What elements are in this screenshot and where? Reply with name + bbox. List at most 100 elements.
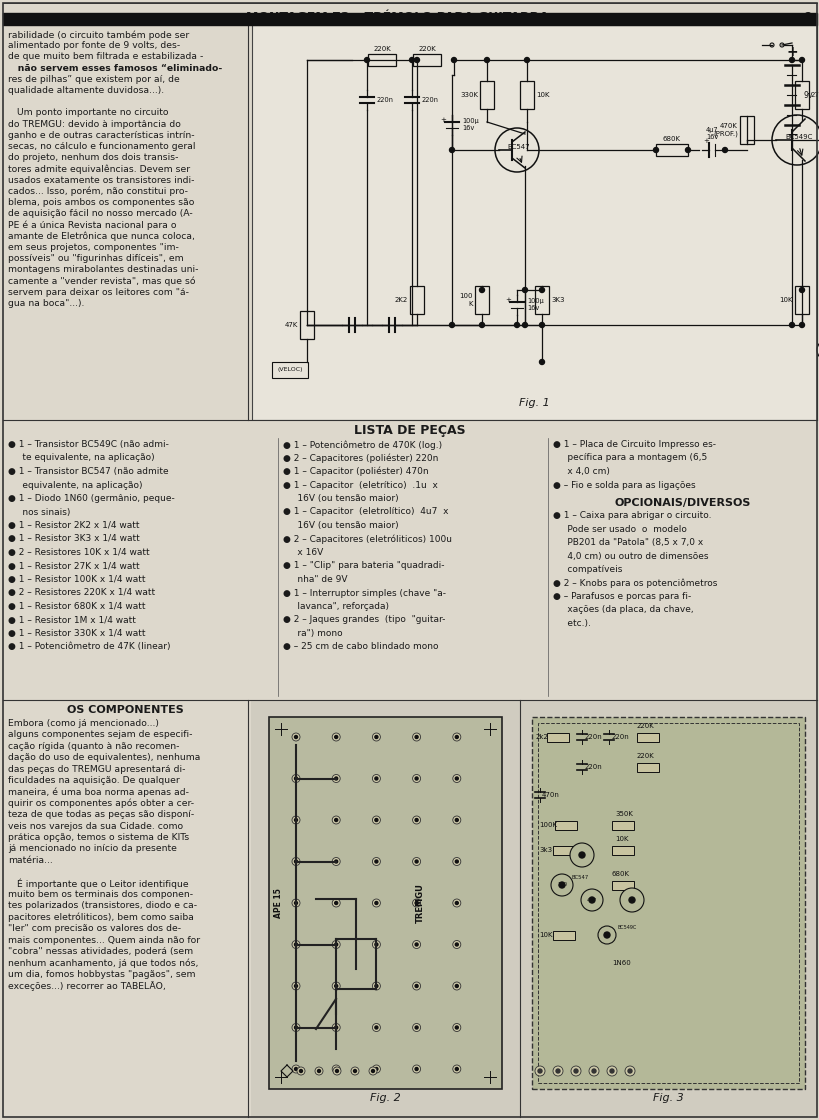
Circle shape (414, 1026, 418, 1029)
Text: ● 1 – Potenciômetro de 470K (log.): ● 1 – Potenciômetro de 470K (log.) (283, 440, 441, 449)
Circle shape (452, 816, 460, 824)
Circle shape (452, 899, 460, 907)
Text: maneira, é uma boa norma apenas ad-: maneira, é uma boa norma apenas ad- (8, 787, 188, 797)
Circle shape (372, 775, 380, 783)
Text: 1u: 1u (603, 933, 609, 937)
Circle shape (552, 1066, 563, 1076)
Circle shape (455, 736, 458, 738)
Bar (534, 286, 549, 314)
Text: usados exatamente os transistores indi-: usados exatamente os transistores indi- (8, 176, 194, 185)
Circle shape (412, 858, 420, 866)
Text: pacitores eletróliticos), bem como saiba: pacitores eletróliticos), bem como saiba (8, 913, 193, 922)
Text: do projeto, nenhum dos dois transis-: do projeto, nenhum dos dois transis- (8, 153, 179, 162)
Circle shape (414, 984, 418, 988)
Circle shape (779, 43, 783, 47)
Circle shape (591, 1068, 595, 1073)
Text: x 4,0 cm): x 4,0 cm) (552, 467, 609, 476)
Text: 16V (ou tensão maior): 16V (ou tensão maior) (283, 494, 398, 503)
Circle shape (452, 982, 460, 990)
Text: secas, no cálculo e funcionamento geral: secas, no cálculo e funcionamento geral (8, 142, 195, 151)
Circle shape (372, 858, 380, 866)
Text: das peças do TREMGU apresentará di-: das peças do TREMGU apresentará di- (8, 765, 185, 774)
Text: (VELOC): (VELOC) (277, 367, 302, 373)
Text: +: + (505, 297, 510, 304)
Circle shape (414, 943, 418, 946)
Circle shape (334, 984, 337, 988)
Bar (611, 880, 633, 889)
Text: matéria...: matéria... (8, 856, 52, 865)
Text: OPCIONAIS/DIVERSOS: OPCIONAIS/DIVERSOS (614, 498, 750, 508)
Circle shape (371, 1070, 374, 1073)
Text: BC547: BC547 (571, 875, 588, 880)
Circle shape (539, 360, 544, 364)
Text: ● 1 – Transistor BC547 (não admite: ● 1 – Transistor BC547 (não admite (8, 467, 169, 476)
Text: 470K
(PROF.): 470K (PROF.) (713, 123, 737, 137)
Text: ● – Parafusos e porcas para fi-: ● – Parafusos e porcas para fi- (552, 592, 690, 601)
Bar (272, 362, 308, 379)
Circle shape (294, 860, 297, 864)
Text: 220K: 220K (636, 724, 654, 729)
Circle shape (449, 323, 454, 327)
Circle shape (609, 1068, 613, 1073)
Circle shape (414, 736, 418, 738)
Circle shape (294, 1067, 297, 1071)
Bar (251, 25, 816, 420)
Circle shape (332, 982, 340, 990)
Text: ● 1 – Resistor 3K3 x 1/4 watt: ● 1 – Resistor 3K3 x 1/4 watt (8, 534, 139, 543)
Text: ● 1 – Resistor 27K x 1/4 watt: ● 1 – Resistor 27K x 1/4 watt (8, 561, 139, 570)
Text: do TREMGU: devido à importância do: do TREMGU: devido à importância do (8, 120, 181, 129)
Text: ● 2 – Jaques grandes  (tipo  "guitar-: ● 2 – Jaques grandes (tipo "guitar- (283, 616, 445, 625)
Text: ● 1 – "Clip" para bateria "quadradi-: ● 1 – "Clip" para bateria "quadradi- (283, 561, 444, 570)
Bar (410, 286, 423, 314)
Circle shape (374, 860, 378, 864)
Circle shape (455, 943, 458, 946)
Circle shape (452, 1065, 460, 1073)
Text: 9: 9 (803, 11, 811, 24)
Circle shape (334, 860, 337, 864)
Text: xações (da placa, da chave,: xações (da placa, da chave, (552, 606, 693, 615)
Text: já mencionado no início da presente: já mencionado no início da presente (8, 844, 177, 853)
Circle shape (771, 115, 819, 165)
Circle shape (569, 843, 593, 867)
Text: ganho e de outras características intrín-: ganho e de outras características intrín… (8, 131, 194, 140)
Circle shape (374, 902, 378, 905)
Circle shape (619, 888, 643, 912)
Circle shape (414, 860, 418, 864)
Circle shape (372, 1065, 380, 1073)
Circle shape (374, 819, 378, 821)
Text: quirir os componentes após obter a cer-: quirir os componentes após obter a cer- (8, 799, 194, 809)
Text: ● 2 – Knobs para os potenciômetros: ● 2 – Knobs para os potenciômetros (552, 579, 717, 588)
Text: ● – 25 cm de cabo blindado mono: ● – 25 cm de cabo blindado mono (283, 643, 438, 652)
Bar (794, 286, 808, 314)
Bar (474, 286, 488, 314)
Text: 680K: 680K (663, 136, 680, 142)
Text: ra") mono: ra") mono (283, 629, 342, 638)
Text: "ler" com precisão os valores dos de-: "ler" com precisão os valores dos de- (8, 924, 181, 933)
Text: 10K: 10K (536, 92, 549, 99)
Bar (269, 717, 501, 1089)
Text: cação rígida (quanto à não recomen-: cação rígida (quanto à não recomen- (8, 741, 179, 750)
Circle shape (555, 1068, 559, 1073)
Circle shape (296, 1067, 305, 1075)
Circle shape (314, 1067, 323, 1075)
Text: TREMGU: TREMGU (415, 883, 424, 923)
Text: 4u7: 4u7 (586, 897, 596, 903)
Text: tes polarizados (transistores, diodo e ca-: tes polarizados (transistores, diodo e c… (8, 902, 197, 911)
Text: 220K: 220K (418, 46, 436, 52)
Circle shape (372, 816, 380, 824)
Text: 220K: 220K (373, 46, 391, 52)
Text: pecífica para a montagem (6,5: pecífica para a montagem (6,5 (552, 454, 706, 463)
Text: res de pilhas” que existem por aí, de: res de pilhas” que existem por aí, de (8, 75, 179, 84)
Circle shape (294, 819, 297, 821)
Circle shape (452, 858, 460, 866)
Text: nos sinais): nos sinais) (8, 507, 70, 516)
Circle shape (334, 902, 337, 905)
Circle shape (412, 1024, 420, 1032)
Text: 220K: 220K (636, 753, 654, 759)
Text: nenhum acanhamento, já que todos nós,: nenhum acanhamento, já que todos nós, (8, 959, 198, 968)
Text: Pode ser usado  o  modelo: Pode ser usado o modelo (552, 524, 686, 533)
Circle shape (372, 732, 380, 741)
Text: dação do uso de equivalentes), nenhuma: dação do uso de equivalentes), nenhuma (8, 753, 200, 763)
Text: ● 1 – Transistor BC549C (não admi-: ● 1 – Transistor BC549C (não admi- (8, 440, 169, 449)
Text: 680K: 680K (611, 871, 629, 877)
